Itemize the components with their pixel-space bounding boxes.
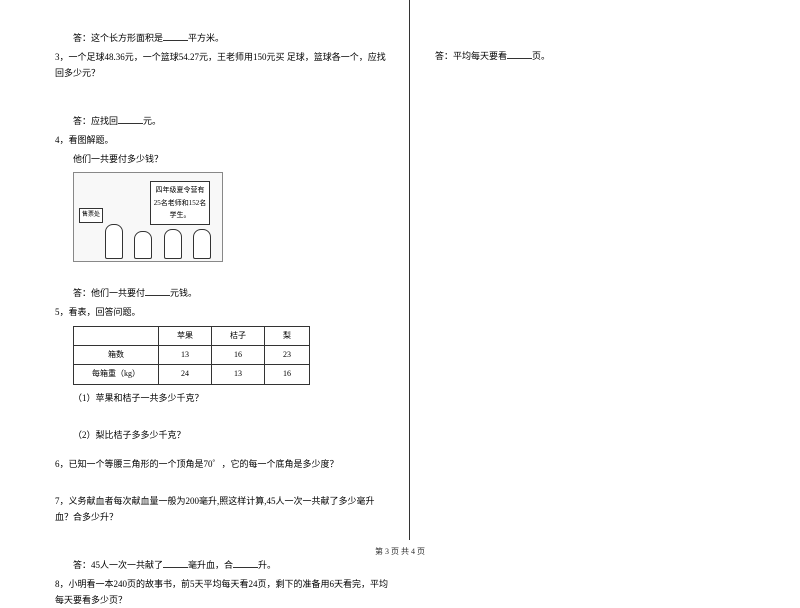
q4-answer-line: 答：他们一共要付 元钱。 bbox=[55, 285, 389, 301]
q4-unit: 元钱。 bbox=[170, 288, 197, 298]
right-column: 答：平均每天要看 页。 bbox=[410, 0, 800, 540]
table-cell bbox=[74, 326, 159, 345]
q4-sub-text: 他们一共要付多少钱？ bbox=[55, 151, 389, 167]
q8-unit: 页。 bbox=[532, 51, 550, 61]
table-cell: 桔子 bbox=[212, 326, 265, 345]
q4-answer-text: 答：他们一共要付 bbox=[73, 288, 145, 298]
q2-blank bbox=[163, 31, 188, 41]
table-cell: 16 bbox=[265, 365, 310, 384]
q2-unit: 平方米。 bbox=[188, 33, 224, 43]
table-header-row: 苹果 桔子 梨 bbox=[74, 326, 310, 345]
q4-text: 4，看图解题。 bbox=[55, 132, 389, 148]
q3-answer-text: 答：应找回 bbox=[73, 116, 118, 126]
page-container: 答：这个长方形面积是 平方米。 3，一个足球48.36元，一个篮球54.27元，王… bbox=[0, 0, 800, 540]
table-cell: 苹果 bbox=[159, 326, 212, 345]
q4-illustration: 四年级夏令营有25名老师和152名学生。 售票处 bbox=[73, 172, 223, 262]
q5-2-text: （2）梨比桔子多多少千克？ bbox=[55, 427, 389, 443]
person-figure bbox=[105, 224, 123, 259]
table-row: 每箱重（kg） 24 13 16 bbox=[74, 365, 310, 384]
q3-text: 3，一个足球48.36元，一个篮球54.27元，王老师用150元买 足球，篮球各… bbox=[55, 49, 389, 81]
q8-blank bbox=[507, 49, 532, 59]
q2-answer-text: 答：这个长方形面积是 bbox=[73, 33, 163, 43]
q7-text: 7，义务献血者每次献血量一般为200毫升,照这样计算,45人一次一共献了多少毫升… bbox=[55, 493, 389, 525]
table-cell: 梨 bbox=[265, 326, 310, 345]
q3-blank bbox=[118, 114, 143, 124]
table-cell: 13 bbox=[212, 365, 265, 384]
q7-blank-1 bbox=[163, 558, 188, 568]
q2-answer-line: 答：这个长方形面积是 平方米。 bbox=[55, 30, 389, 46]
q6-text: 6，已知一个等腰三角形的一个顶角是70゜，它的每一个底角是多少度？ bbox=[55, 456, 389, 472]
table-cell: 每箱重（kg） bbox=[74, 365, 159, 384]
q8-answer-line: 答：平均每天要看 页。 bbox=[435, 48, 780, 64]
q4-blank bbox=[145, 286, 170, 296]
table-row: 箱数 13 16 23 bbox=[74, 345, 310, 364]
person-figure bbox=[164, 229, 182, 259]
q8-text: 8，小明看一本240页的故事书，前5天平均每天看24页，剩下的准备用6天看完，平… bbox=[55, 576, 389, 608]
image-people-group bbox=[99, 209, 217, 259]
person-figure bbox=[193, 229, 211, 259]
q5-table: 苹果 桔子 梨 箱数 13 16 23 每箱重（kg） 24 13 16 bbox=[73, 326, 310, 385]
table-cell: 13 bbox=[159, 345, 212, 364]
page-footer: 第 3 页 共 4 页 bbox=[0, 546, 800, 557]
table-cell: 16 bbox=[212, 345, 265, 364]
q8-answer-text: 答：平均每天要看 bbox=[435, 51, 507, 61]
table-cell: 24 bbox=[159, 365, 212, 384]
left-column: 答：这个长方形面积是 平方米。 3，一个足球48.36元，一个篮球54.27元，王… bbox=[0, 0, 410, 540]
q5-text: 5，看表，回答问题。 bbox=[55, 304, 389, 320]
q5-1-text: （1）苹果和桔子一共多少千克？ bbox=[55, 390, 389, 406]
table-cell: 箱数 bbox=[74, 345, 159, 364]
table-cell: 23 bbox=[265, 345, 310, 364]
q3-answer-line: 答：应找回 元。 bbox=[55, 113, 389, 129]
q3-unit: 元。 bbox=[143, 116, 161, 126]
person-figure bbox=[134, 231, 152, 259]
q7-blank-2 bbox=[233, 558, 258, 568]
